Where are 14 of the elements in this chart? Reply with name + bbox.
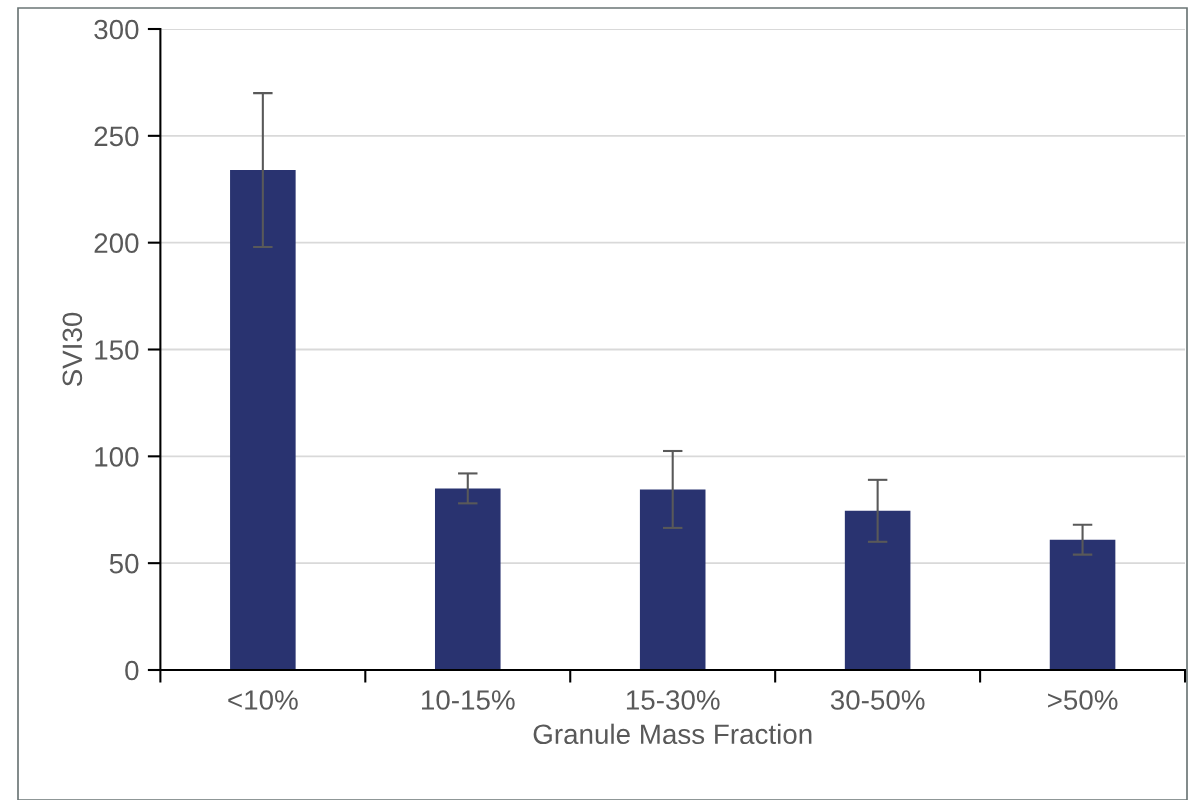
y-tick-label: 0 bbox=[125, 660, 139, 681]
x-tick-label: >50% bbox=[1048, 690, 1118, 710]
x-tick-label: 30-50% bbox=[830, 690, 925, 710]
y-tick-label: 300 bbox=[94, 19, 139, 40]
y-tick-label: 250 bbox=[94, 126, 139, 147]
y-tick-label: 50 bbox=[109, 553, 139, 574]
x-axis-title: Granule Mass Fraction bbox=[533, 723, 812, 745]
x-tick-label: <10% bbox=[228, 690, 298, 710]
y-tick-label: 100 bbox=[95, 447, 139, 467]
x-tick-label: 15-30% bbox=[626, 690, 720, 710]
y-tick-label: 200 bbox=[94, 233, 139, 254]
y-tick-label: 150 bbox=[95, 340, 139, 360]
x-tick-label: 10-15% bbox=[422, 690, 515, 710]
y-axis-title: SVI30 bbox=[62, 312, 83, 387]
